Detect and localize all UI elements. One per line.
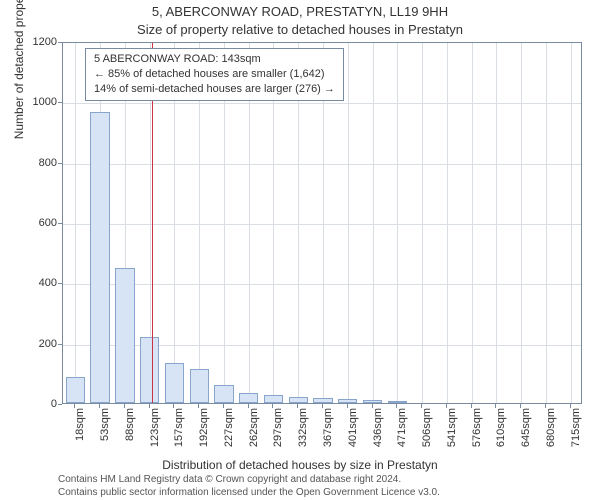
y-tick-label: 800 <box>17 157 57 169</box>
x-tick-label: 715sqm <box>570 408 582 456</box>
title-sub: Size of property relative to detached ho… <box>0 22 600 37</box>
x-tick-label: 367sqm <box>322 408 334 456</box>
grid-line-v <box>348 43 349 403</box>
annotation-line-3: 14% of semi-detached houses are larger (… <box>94 82 335 97</box>
x-tick-label: 192sqm <box>198 408 210 456</box>
histogram-bar <box>264 395 283 403</box>
y-tick-mark <box>58 283 62 284</box>
x-tick-label: 541sqm <box>446 408 458 456</box>
x-tick-label: 471sqm <box>396 408 408 456</box>
y-tick-label: 600 <box>17 217 57 229</box>
grid-line-v <box>496 43 497 403</box>
y-tick-label: 200 <box>17 338 57 350</box>
footer: Contains HM Land Registry data © Crown c… <box>58 474 440 499</box>
grid-line-v <box>373 43 374 403</box>
histogram-bar <box>338 399 357 403</box>
histogram-bar <box>90 112 109 403</box>
x-tick-label: 610sqm <box>495 408 507 456</box>
y-axis-label: Number of detached properties <box>12 0 26 139</box>
histogram-bar <box>190 369 209 403</box>
grid-line-h <box>63 103 581 104</box>
x-tick-label: 123sqm <box>149 408 161 456</box>
histogram-bar <box>140 337 159 403</box>
grid-line-h <box>63 224 581 225</box>
x-tick-label: 401sqm <box>347 408 359 456</box>
histogram-bar <box>289 397 308 403</box>
x-tick-label: 506sqm <box>421 408 433 456</box>
y-tick-label: 1200 <box>17 36 57 48</box>
histogram-bar <box>239 393 258 403</box>
y-tick-label: 0 <box>17 398 57 410</box>
histogram-bar <box>66 377 85 403</box>
title-main: 5, ABERCONWAY ROAD, PRESTATYN, LL19 9HH <box>0 4 600 19</box>
histogram-bar <box>313 398 332 403</box>
annotation-line-2: ← 85% of detached houses are smaller (1,… <box>94 67 335 82</box>
grid-line-h <box>63 164 581 165</box>
y-tick-mark <box>58 102 62 103</box>
histogram-bar <box>165 363 184 403</box>
x-tick-label: 680sqm <box>545 408 557 456</box>
y-tick-mark <box>58 344 62 345</box>
grid-line-v <box>75 43 76 403</box>
x-tick-label: 18sqm <box>74 408 86 456</box>
histogram-bar <box>388 401 407 403</box>
y-tick-label: 1000 <box>17 96 57 108</box>
y-tick-mark <box>58 223 62 224</box>
y-tick-mark <box>58 163 62 164</box>
annotation-box: 5 ABERCONWAY ROAD: 143sqm ← 85% of detac… <box>85 48 344 101</box>
grid-line-v <box>422 43 423 403</box>
grid-line-v <box>546 43 547 403</box>
annotation-line-1: 5 ABERCONWAY ROAD: 143sqm <box>94 52 335 67</box>
grid-line-v <box>447 43 448 403</box>
x-tick-label: 227sqm <box>223 408 235 456</box>
grid-line-v <box>397 43 398 403</box>
x-axis-label: Distribution of detached houses by size … <box>0 458 600 472</box>
x-tick-label: 576sqm <box>471 408 483 456</box>
histogram-bar <box>363 400 382 403</box>
x-tick-label: 436sqm <box>372 408 384 456</box>
x-tick-label: 645sqm <box>520 408 532 456</box>
x-tick-label: 262sqm <box>248 408 260 456</box>
x-tick-label: 297sqm <box>272 408 284 456</box>
y-tick-mark <box>58 42 62 43</box>
grid-line-v <box>571 43 572 403</box>
y-tick-mark <box>58 404 62 405</box>
x-tick-label: 53sqm <box>99 408 111 456</box>
y-tick-label: 400 <box>17 277 57 289</box>
grid-line-v <box>472 43 473 403</box>
footer-line-1: Contains HM Land Registry data © Crown c… <box>58 474 440 487</box>
grid-line-v <box>521 43 522 403</box>
histogram-bar <box>115 268 134 403</box>
x-tick-label: 88sqm <box>124 408 136 456</box>
x-tick-label: 157sqm <box>173 408 185 456</box>
grid-line-h <box>63 284 581 285</box>
x-tick-label: 332sqm <box>297 408 309 456</box>
histogram-bar <box>214 385 233 403</box>
footer-line-2: Contains public sector information licen… <box>58 487 440 500</box>
